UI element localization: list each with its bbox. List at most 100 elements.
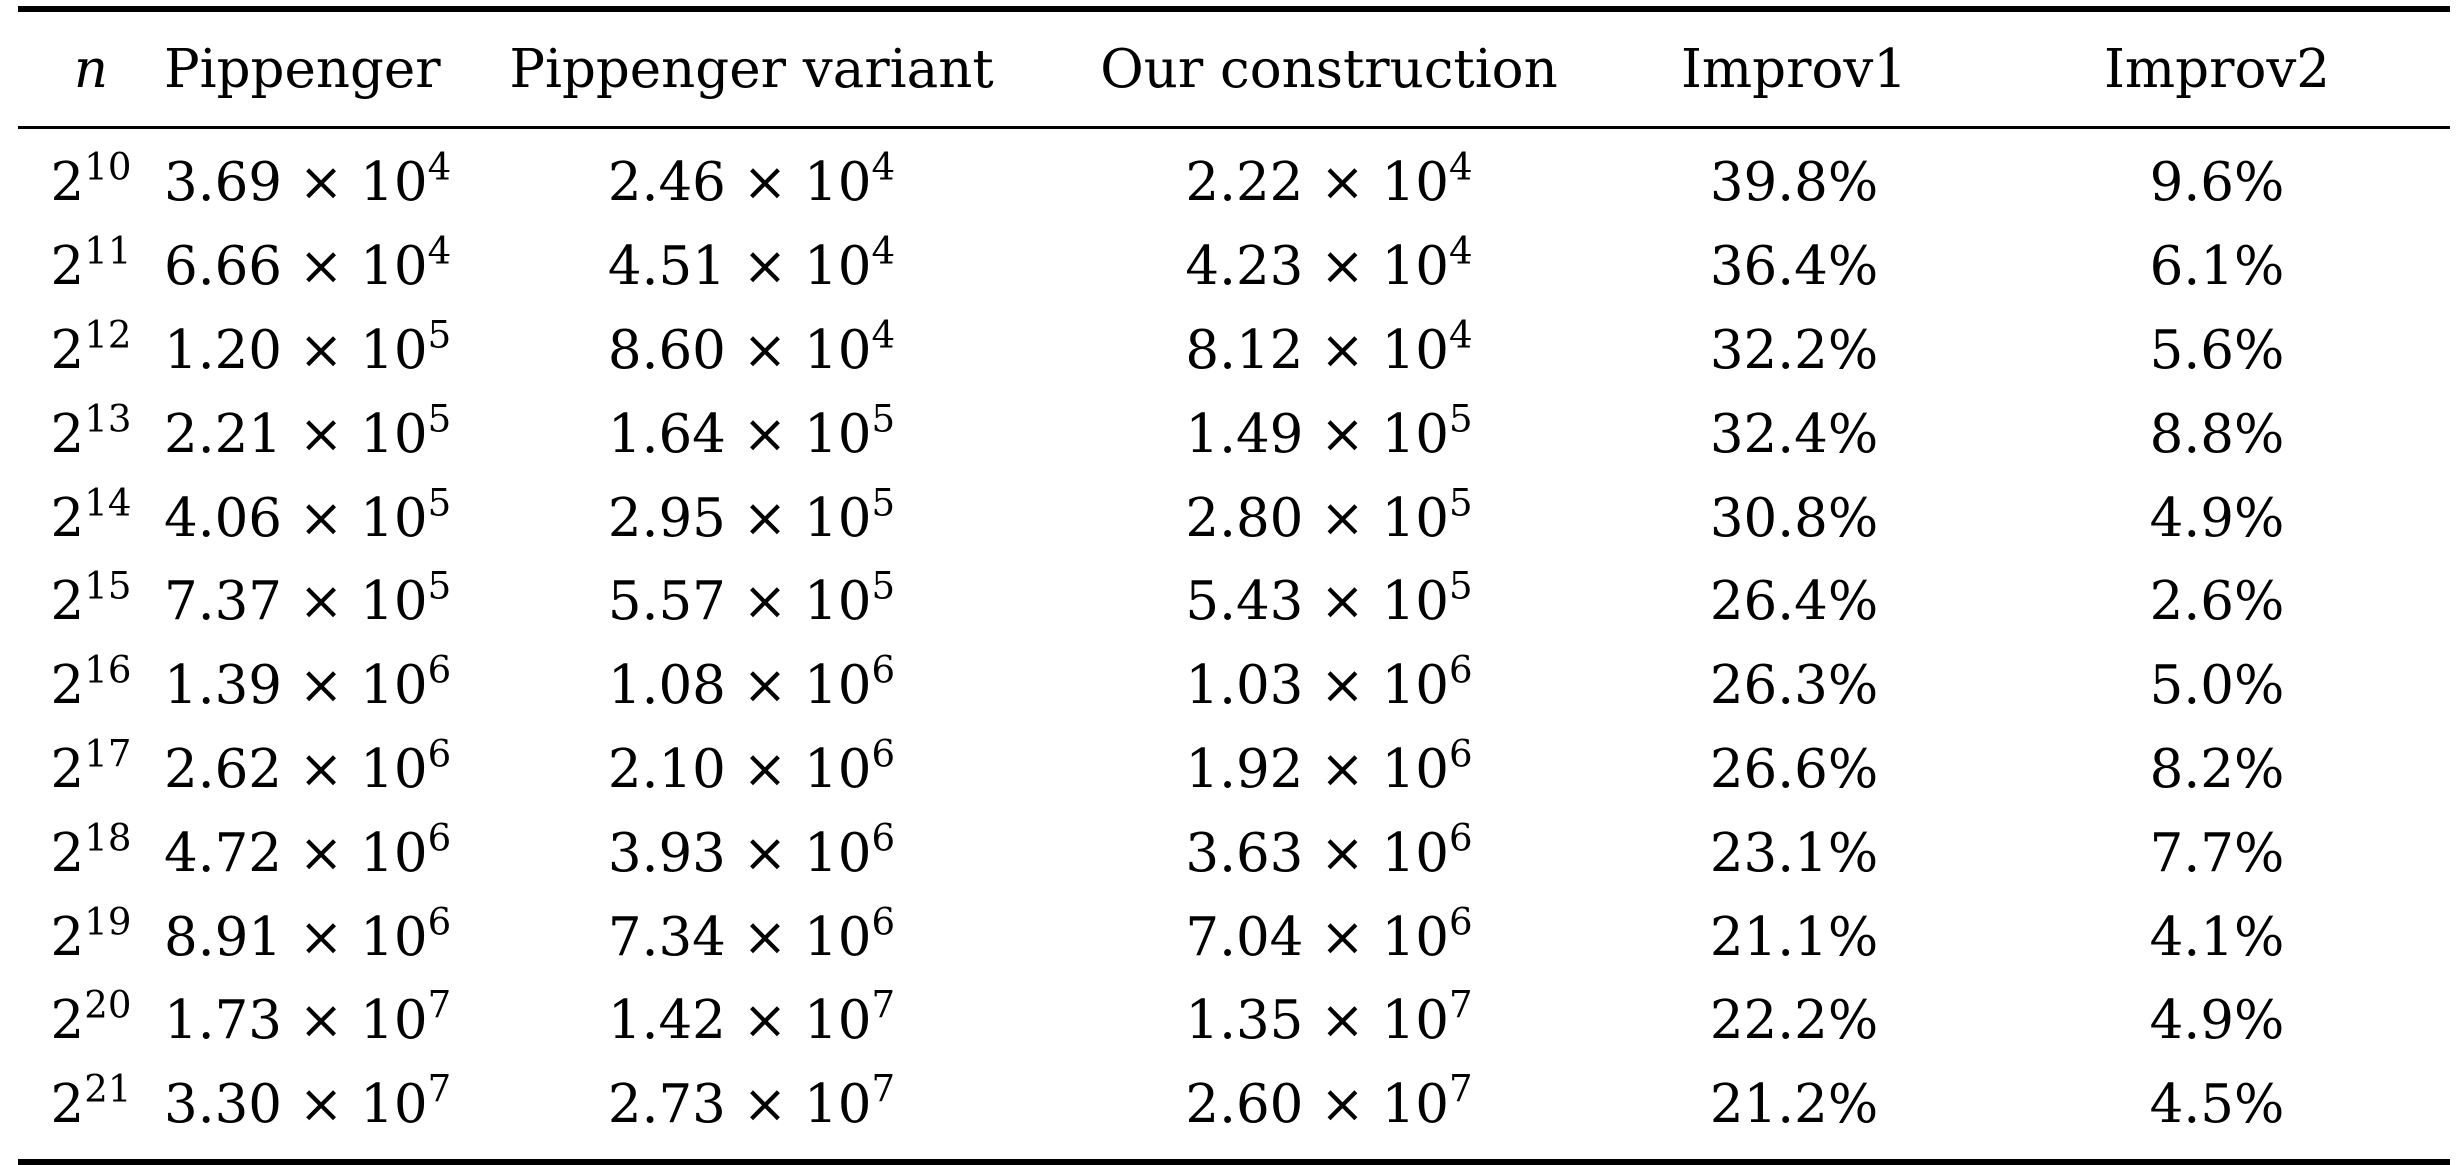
mantissa: 1.73 [164,990,283,1052]
power-base: 2 [50,487,85,549]
times-sign: × [742,487,788,549]
power-base: 10 [804,990,872,1052]
table-row: 221 3.30 × 107 2.73 × 107 2.60 × 107 21.2% 4.… [18,1063,2450,1162]
times-sign: × [1320,655,1365,717]
cell-improv1: 39.8% [1709,152,1879,214]
power-base: 10 [804,1074,872,1136]
mantissa: 1.92 [1185,738,1304,800]
exponent: 6 [871,732,896,776]
times-sign: × [298,655,344,717]
cell-pippenger: 2.62 × 106 [164,728,452,812]
mantissa: 2.10 [607,738,726,800]
mantissa: 3.93 [607,822,726,884]
exponent: 19 [84,900,132,944]
cell-improv2: 7.7% [2149,822,2285,884]
mantissa: 8.91 [164,906,283,968]
exponent: 4 [871,146,896,189]
exponent: 5 [427,564,452,608]
cell-improv1: 23.1% [1709,822,1879,884]
exponent: 6 [427,816,452,860]
mantissa: 6.66 [164,236,283,298]
power-base: 10 [360,152,428,214]
exponent: 6 [1449,648,1473,692]
mantissa: 1.20 [164,319,283,381]
cell-improv2: 4.1% [2149,906,2285,968]
times-sign: × [742,906,788,968]
table-row: 211 6.66 × 104 4.51 × 104 4.23 × 104 36.4% 6.… [18,225,2450,309]
times-sign: × [742,571,788,633]
times-sign: × [1320,487,1365,549]
cell-improv1: 26.6% [1709,738,1879,800]
exponent: 4 [871,313,896,357]
exponent: 6 [427,732,452,776]
exponent: 13 [84,397,132,441]
cell-improv1: 21.2% [1709,1074,1879,1136]
cell-n: 215 [18,560,164,644]
power-base: 10 [1381,236,1449,298]
times-sign: × [742,152,788,214]
cell-our-construction: 4.23 × 104 [1054,225,1604,309]
exponent: 6 [1449,900,1473,944]
times-sign: × [298,487,344,549]
power-base: 2 [50,990,85,1052]
exponent: 4 [871,229,896,273]
power-base: 10 [360,571,428,633]
times-sign: × [298,319,344,381]
exponent: 5 [871,564,896,608]
times-sign: × [1320,1074,1365,1136]
exponent: 15 [84,564,132,608]
times-sign: × [298,152,344,214]
cell-pippenger-variant: 8.60 × 104 [449,309,1054,393]
power-base: 10 [804,822,872,884]
mantissa: 8.60 [607,319,726,381]
power-base: 10 [804,403,872,465]
exponent: 10 [84,146,132,189]
mantissa: 4.72 [164,822,283,884]
exponent: 7 [1449,983,1473,1027]
times-sign: × [298,738,344,800]
power-base: 10 [360,655,428,717]
power-base: 2 [50,403,85,465]
cell-our-construction: 1.49 × 105 [1054,392,1604,476]
times-sign: × [298,571,344,633]
power-base: 2 [50,738,85,800]
cell-our-construction: 1.35 × 107 [1054,979,1604,1063]
times-sign: × [742,822,788,884]
cell-our-construction: 8.12 × 104 [1054,309,1604,393]
mantissa: 2.60 [1185,1074,1304,1136]
cell-our-construction: 1.92 × 106 [1054,728,1604,812]
cell-n: 217 [18,728,164,812]
times-sign: × [742,236,788,298]
header-row: n Pippenger Pippenger variant Our constr… [18,9,2450,128]
exponent: 5 [871,481,896,525]
mantissa: 2.62 [164,738,283,800]
times-sign: × [742,990,788,1052]
power-base: 10 [360,738,428,800]
mantissa: 1.42 [607,990,726,1052]
cell-our-construction: 2.22 × 104 [1054,128,1604,225]
power-base: 10 [1381,152,1449,214]
exponent: 5 [427,481,452,525]
times-sign: × [1320,990,1365,1052]
cell-pippenger: 1.20 × 105 [164,309,452,393]
power-base: 2 [50,152,85,214]
exponent: 7 [427,983,452,1027]
power-base: 10 [360,822,428,884]
mantissa: 2.22 [1185,152,1304,214]
power-base: 10 [804,571,872,633]
power-base: 2 [50,822,85,884]
power-base: 10 [360,403,428,465]
header-our-construction: Our construction [1100,38,1558,100]
exponent: 6 [1449,732,1473,776]
cell-pippenger: 3.30 × 107 [164,1063,451,1162]
times-sign: × [298,403,344,465]
power-base: 10 [1381,319,1449,381]
exponent: 5 [427,313,452,357]
table-row: 212 1.20 × 105 8.60 × 104 8.12 × 104 32.2% 5.… [18,309,2450,393]
cell-n: 220 [18,979,164,1063]
mantissa: 7.04 [1185,906,1304,968]
cell-improv1: 32.2% [1709,319,1879,381]
exponent: 6 [1449,816,1473,860]
times-sign: × [1320,738,1365,800]
power-base: 10 [804,487,872,549]
